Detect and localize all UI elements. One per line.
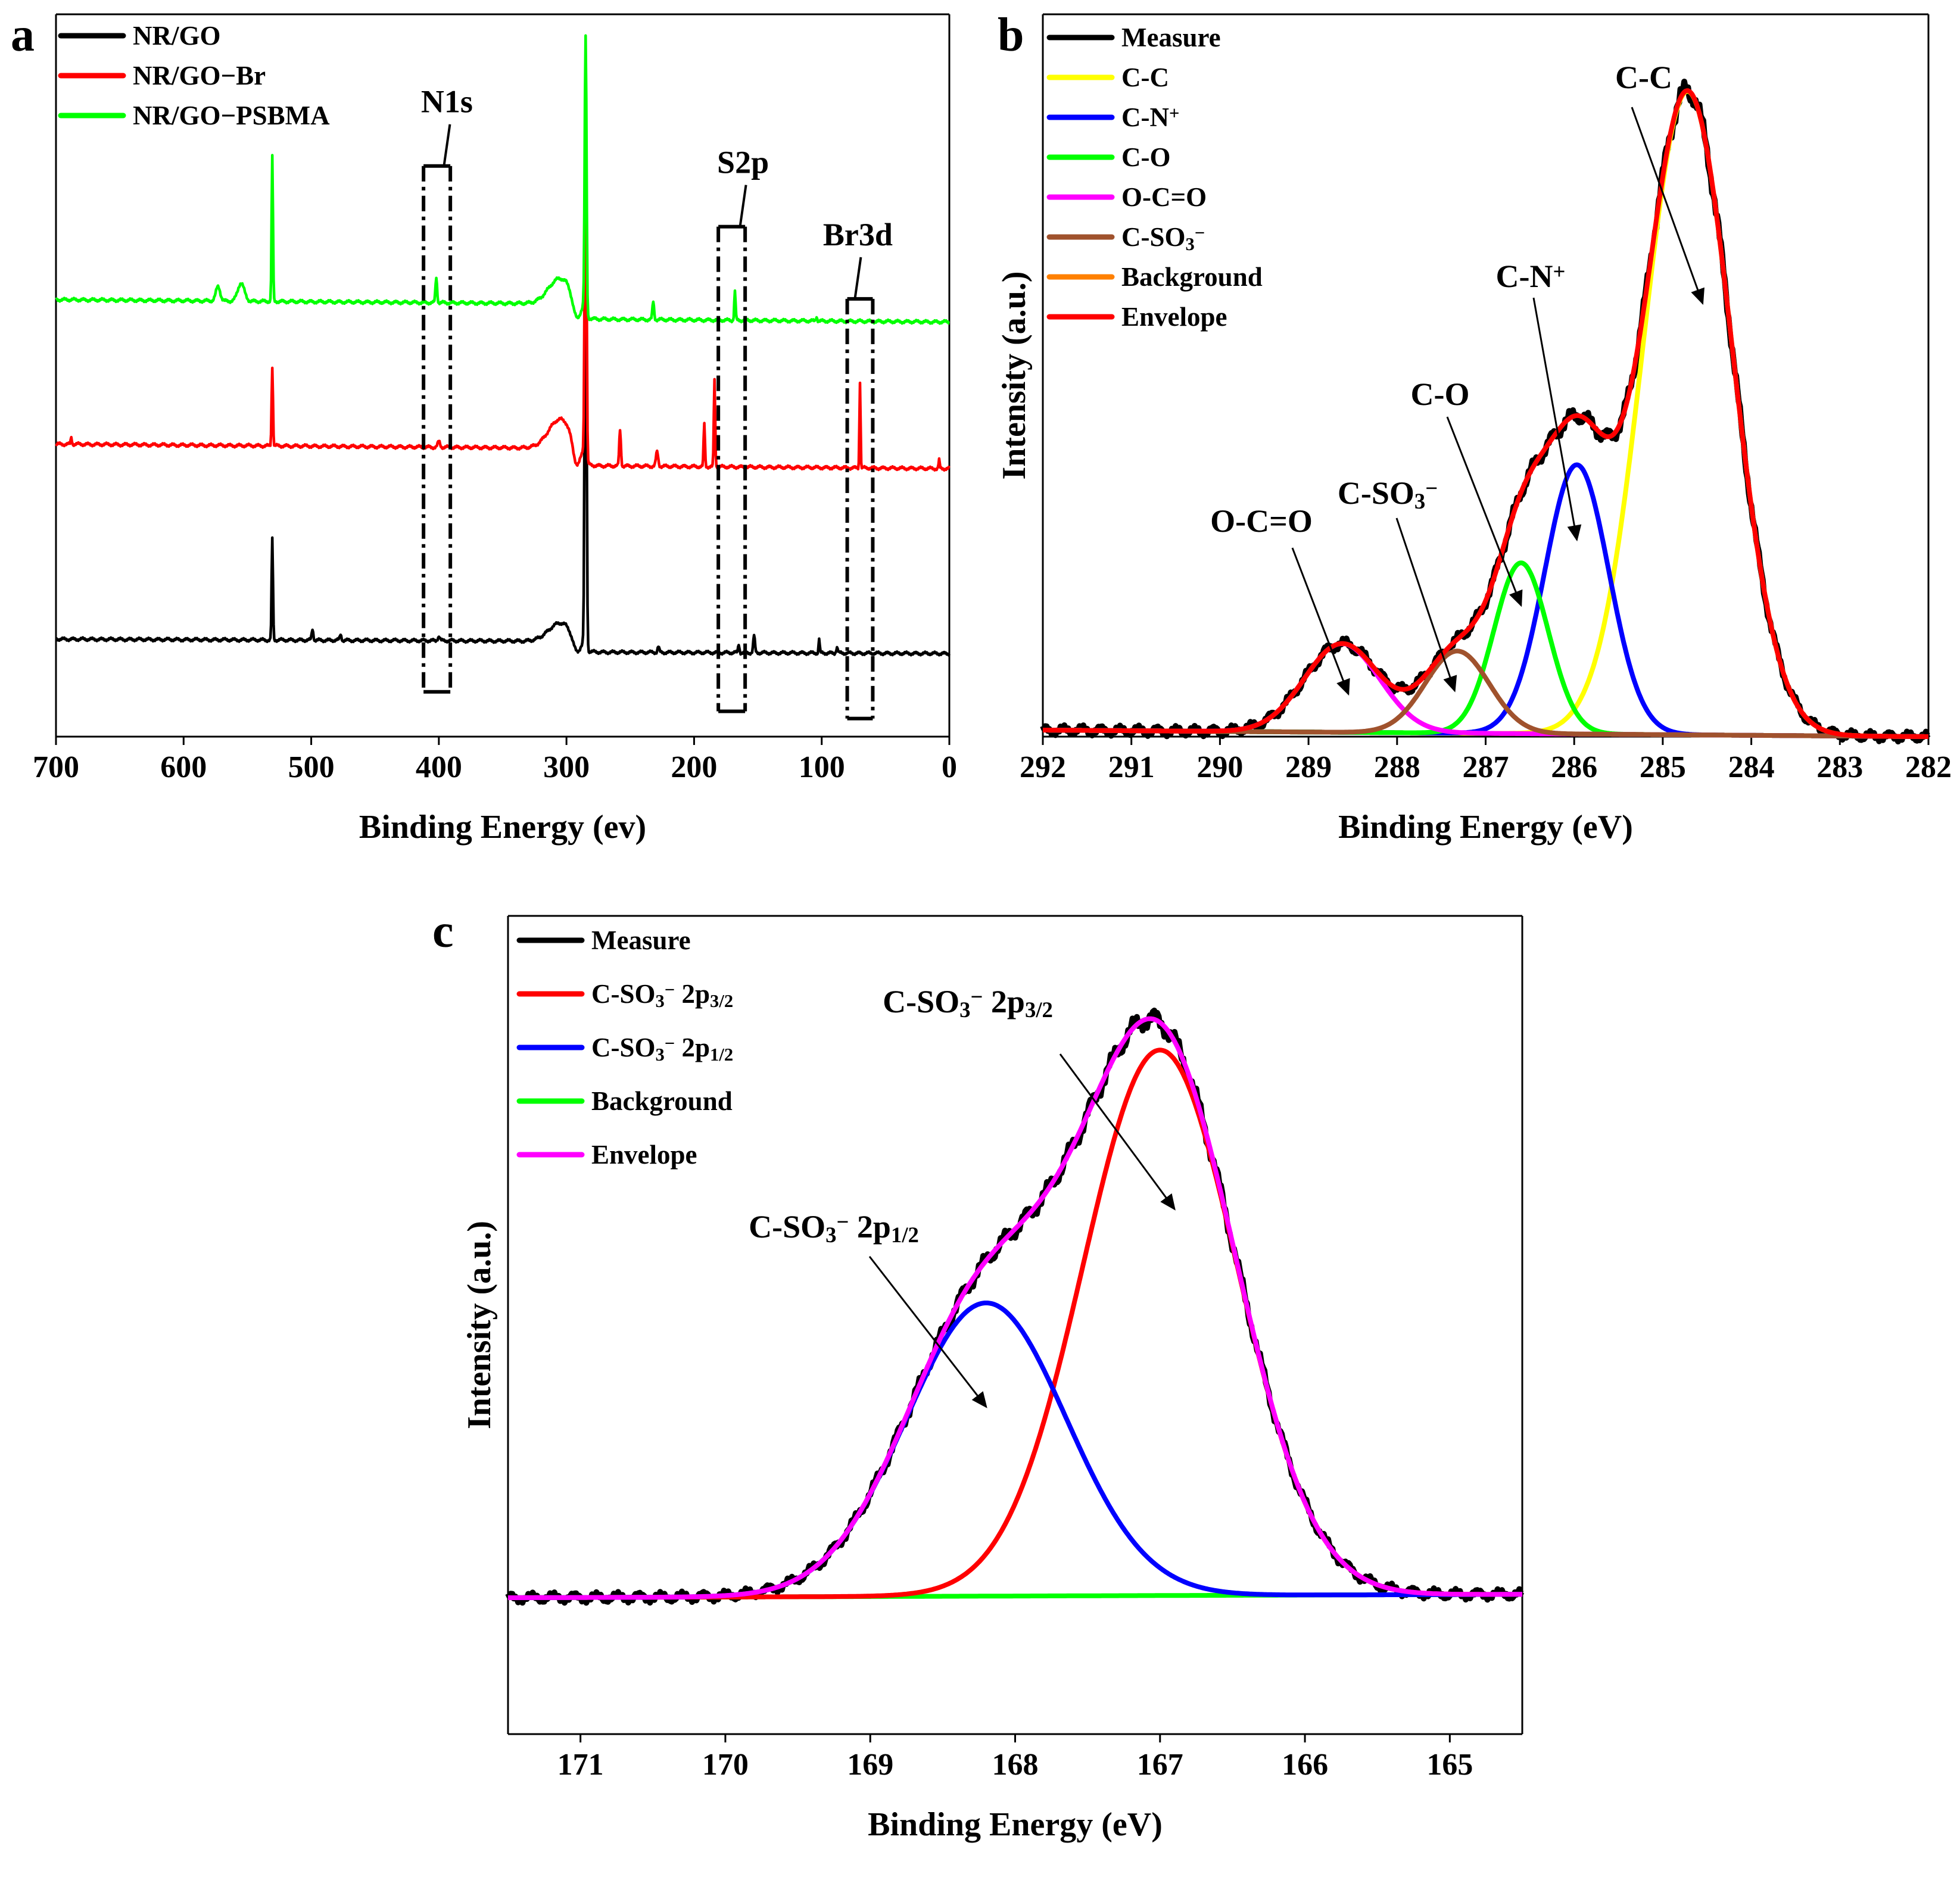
b-xtick-label-287: 287	[1463, 750, 1509, 784]
b-legend-label-c-o: C-O	[1121, 142, 1171, 172]
c-legend-label-c-so3-2p3-2: C-SO3− 2p3/2	[591, 979, 733, 1011]
b-legend-label-o-c-o: O-C=O	[1121, 182, 1207, 212]
a-xtick-label-700: 700	[33, 750, 79, 784]
a-series-nr-go-br	[55, 71, 951, 472]
c-annotation-c-so3-2p1-2-label: C-SO3− 2p1/2	[749, 1209, 919, 1247]
c-xtick-label-170: 170	[702, 1748, 749, 1782]
a-xlabel: Binding Energy (ev)	[359, 809, 646, 846]
a-annotation-br3d-label: Br3d	[823, 217, 893, 252]
a-xtick-label-500: 500	[288, 750, 335, 784]
b-xtick-label-291: 291	[1108, 750, 1155, 784]
b-legend-label-background: Background	[1121, 262, 1263, 292]
c-annotation-c-so3-2p3-2-label: C-SO3− 2p3/2	[883, 984, 1053, 1022]
b-ylabel: Intensity (a.u.)	[996, 271, 1033, 479]
a-annotation-br3d-leader	[853, 257, 862, 300]
b-annotation-o-c-o-label: O-C=O	[1210, 503, 1313, 539]
b-annotation-c-c-arrow	[1631, 107, 1705, 305]
c-series-c-so3-2p1-2	[507, 1301, 1523, 1600]
b-annotation-c-so3-arrow	[1395, 517, 1457, 693]
b-xtick-label-285: 285	[1640, 750, 1686, 784]
a-series-nr-go	[55, 105, 951, 657]
a-xtick-label-400: 400	[416, 750, 462, 784]
b-legend-label-measure: Measure	[1121, 23, 1221, 52]
c-xtick-label-169: 169	[847, 1748, 893, 1782]
c-xtick-label-165: 165	[1426, 1748, 1473, 1782]
b-series-c-o	[1042, 560, 1930, 739]
a-annotation-s2p-leader	[738, 185, 747, 227]
b-legend-label-envelope: Envelope	[1121, 302, 1227, 332]
b-annotation-c-so3-label: C-SO3−	[1338, 475, 1438, 513]
a-legend-label-nr-go-psbma: NR/GO−PSBMA	[133, 101, 330, 130]
c-xlabel: Binding Energy (eV)	[868, 1806, 1163, 1843]
a-annotation-s2p-label: S2p	[717, 145, 769, 180]
b-xtick-label-289: 289	[1285, 750, 1332, 784]
c-ylabel: Intensity (a.u.)	[461, 1221, 498, 1429]
b-series-envelope	[1042, 88, 1930, 739]
b-xtick-label-286: 286	[1551, 750, 1597, 784]
b-annotation-c-n-label: C-N+	[1496, 258, 1566, 294]
b-xlabel: Binding Energy (eV)	[1338, 809, 1633, 846]
c-xtick-label-171: 171	[557, 1748, 604, 1782]
b-xtick-label-290: 290	[1196, 750, 1243, 784]
c-series-envelope	[507, 1016, 1523, 1600]
panel-a-survey-spectra: 700 600 500 400 300 200 100 0 Binding Energy (ev…	[33, 13, 957, 846]
c-xtick-label-168: 168	[992, 1748, 1039, 1782]
a-xtick-label-600: 600	[160, 750, 207, 784]
b-legend-label-c-so3: C-SO3−	[1121, 222, 1205, 254]
panel-label-b: b	[998, 9, 1024, 61]
c-annotation-c-so3-2p3-2-arrow	[1059, 1053, 1176, 1211]
b-xtick-label-284: 284	[1728, 750, 1775, 784]
b-annotation-c-n-arrow	[1532, 297, 1582, 542]
a-xtick-label-100: 100	[799, 750, 845, 784]
b-xtick-label-292: 292	[1020, 750, 1066, 784]
panel-c-s2p-spectrum: 171 170 169 168 167 166 165 Binding Energy (eV)…	[461, 915, 1525, 1843]
panel-label-a: a	[11, 9, 35, 61]
c-legend-label-measure: Measure	[591, 925, 691, 955]
panel-b-c1s-spectrum: 292 291 290 289 288 287 286 285 284 283 282 Binding…	[996, 13, 1952, 846]
b-xtick-label-283: 283	[1816, 750, 1863, 784]
b-annotation-c-o-arrow	[1446, 416, 1523, 607]
a-xtick-label-200: 200	[671, 750, 717, 784]
b-annotation-c-o-label: C-O	[1411, 376, 1470, 412]
c-xtick-label-167: 167	[1137, 1748, 1183, 1782]
panel-label-c: c	[432, 905, 454, 958]
a-series-nr-go-psbma	[55, 34, 951, 325]
b-xtick-label-288: 288	[1374, 750, 1420, 784]
a-xtick-label-300: 300	[543, 750, 590, 784]
a-annotation-n1s-leader	[443, 124, 451, 167]
c-legend-label-envelope: Envelope	[591, 1140, 697, 1170]
b-xtick-label-282: 282	[1905, 750, 1952, 784]
b-annotation-o-c-o-arrow	[1291, 547, 1350, 696]
b-series-measure	[1040, 79, 1931, 745]
a-xtick-label-0: 0	[942, 750, 957, 784]
b-legend-label-c-c: C-C	[1121, 63, 1169, 92]
a-annotation-n1s-label: N1s	[421, 84, 473, 120]
b-legend-label-c-n: C-N+	[1121, 102, 1179, 132]
c-legend-label-c-so3-2p1-2: C-SO3− 2p1/2	[591, 1033, 733, 1065]
c-annotation-c-so3-2p1-2-arrow	[868, 1256, 987, 1408]
c-legend-label-background: Background	[591, 1086, 733, 1116]
a-legend-label-nr-go-br: NR/GO−Br	[133, 61, 266, 91]
b-annotation-c-c-label: C-C	[1615, 60, 1672, 95]
a-legend-label-nr-go: NR/GO	[133, 21, 221, 51]
c-xtick-label-166: 166	[1282, 1748, 1328, 1782]
